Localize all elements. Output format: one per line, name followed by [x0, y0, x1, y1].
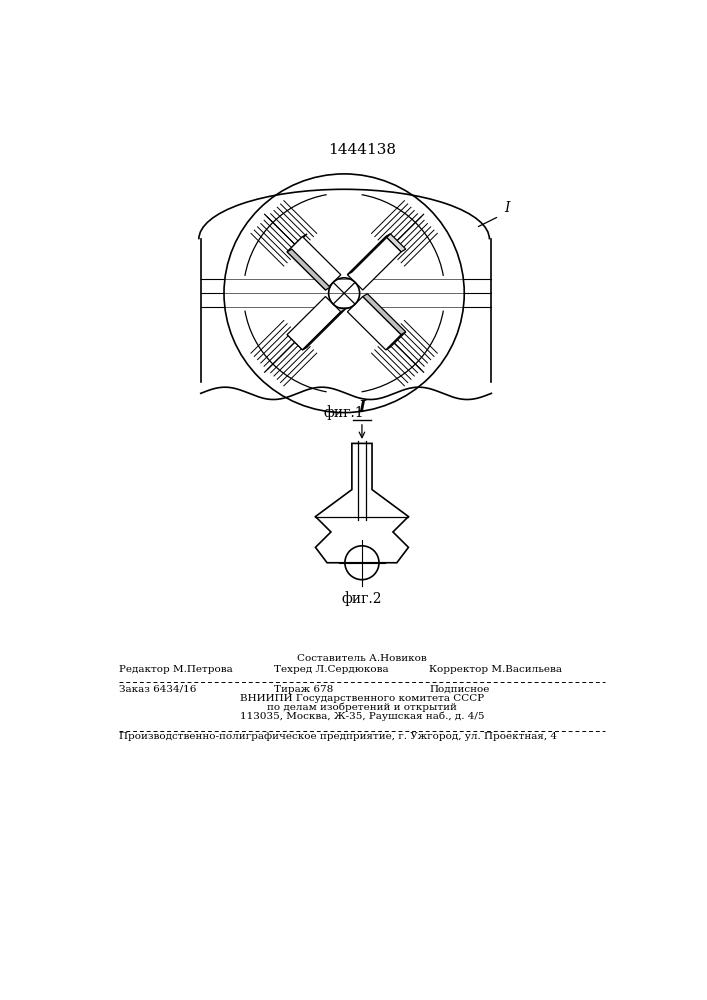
Text: по делам изобретений и открытий: по делам изобретений и открытий — [267, 703, 457, 712]
Text: фиг.2: фиг.2 — [341, 591, 382, 606]
Text: I: I — [358, 400, 366, 414]
Text: Редактор М.Петрова: Редактор М.Петрова — [119, 665, 233, 674]
Text: Корректор М.Васильева: Корректор М.Васильева — [429, 665, 562, 674]
Polygon shape — [315, 443, 409, 563]
Polygon shape — [287, 237, 341, 290]
Text: Подписное: Подписное — [429, 685, 490, 694]
Text: фиг.1: фиг.1 — [324, 405, 364, 420]
Text: ВНИИПИ Государственного комитета СССР: ВНИИПИ Государственного комитета СССР — [240, 694, 484, 703]
Polygon shape — [303, 309, 346, 350]
Text: Тираж 678: Тираж 678 — [274, 685, 334, 694]
Text: Техред Л.Сердюкова: Техред Л.Сердюкова — [274, 665, 389, 674]
Text: Производственно-полиграфическое предприятие, г. Ужгород, ул. Проектная, 4: Производственно-полиграфическое предприя… — [119, 732, 557, 741]
Polygon shape — [287, 297, 341, 350]
Text: Заказ 6434/16: Заказ 6434/16 — [119, 685, 197, 694]
Text: 113035, Москва, Ж-35, Раушская наб., д. 4/5: 113035, Москва, Ж-35, Раушская наб., д. … — [240, 712, 484, 721]
Polygon shape — [386, 332, 406, 350]
Polygon shape — [386, 234, 406, 252]
Polygon shape — [347, 297, 401, 350]
Polygon shape — [347, 234, 390, 275]
Text: 1444138: 1444138 — [328, 143, 396, 157]
Text: Составитель А.Новиков: Составитель А.Новиков — [297, 654, 427, 663]
Polygon shape — [287, 234, 307, 252]
Polygon shape — [363, 294, 406, 335]
Polygon shape — [287, 249, 330, 290]
Polygon shape — [347, 237, 401, 290]
Text: I: I — [505, 201, 510, 215]
Polygon shape — [287, 332, 307, 350]
